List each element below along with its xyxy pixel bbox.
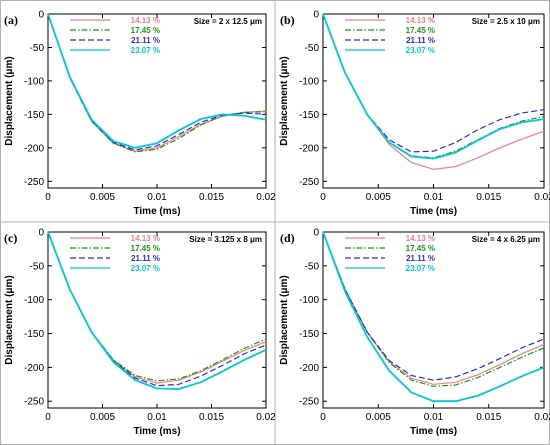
x-tick-label: 0.015 (199, 412, 224, 423)
y-tick-label: -150 (24, 329, 44, 340)
y-tick-label: -150 (299, 110, 319, 121)
legend-label: 21.11 % (131, 36, 160, 45)
size-annotation: Size = 3.125 x 8 μm (189, 235, 262, 244)
y-tick-label: -50 (305, 261, 320, 272)
y-axis-label: Displacement (μm) (4, 56, 15, 145)
y-tick-label: -100 (299, 295, 319, 306)
x-tick-label: 0 (320, 192, 326, 203)
x-tick-label: 0.015 (476, 192, 501, 203)
y-tick-label: -200 (299, 143, 319, 154)
y-tick-label: -250 (299, 397, 319, 408)
panel-label: (a) (4, 13, 18, 27)
legend-label: 23.07 % (131, 46, 160, 55)
legend-label: 21.11 % (406, 36, 435, 45)
x-tick-label: 0.02 (534, 192, 550, 203)
y-tick-label: 0 (313, 228, 319, 239)
legend-label: 21.11 % (131, 254, 160, 263)
legend-label: 14.13 % (131, 234, 160, 243)
x-tick-label: 0.015 (199, 192, 224, 203)
x-tick-label: 0.01 (424, 412, 444, 423)
chart-panel-3: 0-50-100-150-200-25000.0050.010.0150.02T… (279, 228, 550, 438)
legend-label: 17.45 % (131, 244, 160, 253)
panel-label: (c) (4, 231, 17, 245)
y-tick-label: -250 (299, 177, 319, 188)
y-axis-label: Displacement (μm) (279, 56, 290, 145)
panel-label: (b) (280, 13, 295, 27)
x-tick-label: 0.02 (256, 412, 276, 423)
y-tick-label: 0 (313, 10, 319, 21)
x-tick-label: 0 (45, 412, 51, 423)
chart-panel-1: 0-50-100-150-200-25000.0050.010.0150.02T… (279, 10, 550, 218)
series-line-3 (322, 231, 545, 403)
x-tick-label: 0.005 (90, 412, 115, 423)
y-tick-label: -50 (30, 43, 45, 54)
y-tick-label: -150 (299, 329, 319, 340)
x-tick-label: 0.005 (366, 192, 391, 203)
series-line-3 (322, 13, 545, 160)
size-annotation: Size = 4 x 6.25 μm (472, 235, 540, 244)
size-annotation: Size = 2 x 12.5 μm (194, 17, 262, 26)
x-axis-label: Time (ms) (133, 426, 180, 437)
y-tick-label: 0 (38, 10, 44, 21)
legend-label: 17.45 % (131, 26, 160, 35)
x-tick-label: 0 (320, 412, 326, 423)
x-tick-label: 0.01 (424, 192, 444, 203)
y-tick-label: -250 (24, 177, 44, 188)
legend-label: 14.13 % (406, 16, 435, 25)
series-line-3 (47, 13, 267, 149)
x-axis-label: Time (ms) (133, 206, 180, 217)
y-tick-label: 0 (38, 228, 44, 239)
y-tick-label: -100 (24, 76, 44, 87)
y-tick-label: -250 (24, 397, 44, 408)
legend-label: 23.07 % (406, 264, 435, 273)
series-line-2 (322, 231, 545, 381)
series-line-3 (47, 231, 267, 390)
y-tick-label: -150 (24, 110, 44, 121)
legend-label: 14.13 % (131, 16, 160, 25)
panel-label: (d) (280, 231, 295, 245)
legend-label: 23.07 % (406, 46, 435, 55)
x-axis-label: Time (ms) (410, 206, 457, 217)
legend-label: 23.07 % (131, 264, 160, 273)
x-tick-label: 0.02 (534, 412, 550, 423)
legend-label: 14.13 % (406, 234, 435, 243)
x-tick-label: 0.005 (366, 412, 391, 423)
legend-label: 17.45 % (406, 26, 435, 35)
legend-label: 17.45 % (406, 244, 435, 253)
x-tick-label: 0.005 (90, 192, 115, 203)
y-tick-label: -100 (24, 295, 44, 306)
y-tick-label: -200 (24, 143, 44, 154)
x-tick-label: 0.01 (147, 412, 167, 423)
y-axis-label: Displacement (μm) (4, 275, 15, 364)
y-tick-label: -50 (305, 43, 320, 54)
legend-label: 21.11 % (406, 254, 435, 263)
x-tick-label: 0.01 (147, 192, 167, 203)
y-tick-label: -200 (24, 363, 44, 374)
x-tick-label: 0.02 (256, 192, 276, 203)
size-annotation: Size = 2.5 x 10 μm (472, 17, 540, 26)
y-axis-label: Displacement (μm) (279, 275, 290, 364)
y-tick-label: -200 (299, 363, 319, 374)
y-tick-label: -100 (299, 76, 319, 87)
y-tick-label: -50 (30, 261, 45, 272)
x-axis-label: Time (ms) (410, 426, 457, 437)
x-tick-label: 0.015 (476, 412, 501, 423)
x-tick-label: 0 (45, 192, 51, 203)
